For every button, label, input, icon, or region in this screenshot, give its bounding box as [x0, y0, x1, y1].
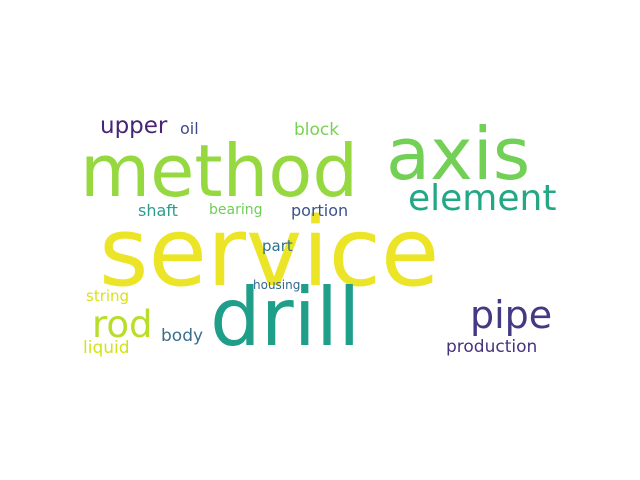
word-method: method [80, 135, 358, 207]
word-production: production [446, 339, 537, 356]
word-shaft: shaft [138, 203, 178, 219]
word-oil: oil [180, 121, 199, 137]
word-element: element [408, 181, 556, 217]
word-string: string [86, 289, 129, 304]
word-pipe: pipe [470, 296, 552, 334]
word-block: block [294, 122, 339, 139]
word-housing: housing [253, 279, 300, 291]
word-upper: upper [100, 115, 167, 138]
word-body: body [161, 328, 203, 345]
word-part: part [262, 239, 293, 254]
word-bearing: bearing [209, 203, 262, 217]
word-portion: portion [291, 203, 348, 219]
word-liquid: liquid [83, 340, 130, 357]
